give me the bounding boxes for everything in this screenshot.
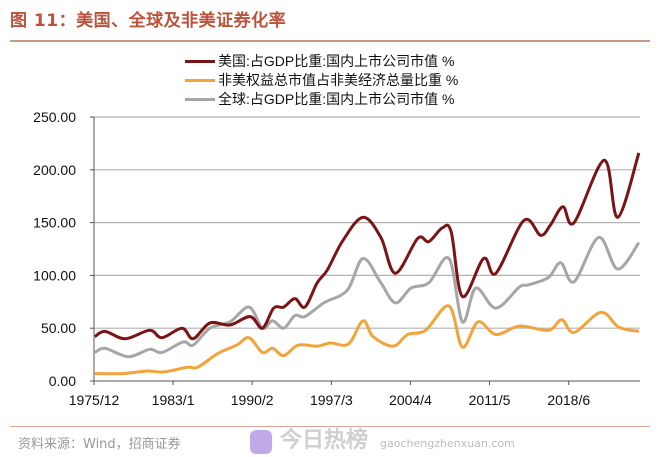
footer-divider [10, 426, 650, 427]
y-tick-label: 100.00 [33, 267, 76, 283]
x-tick-label: 1975/12 [69, 392, 120, 408]
watermark-title: 今日热榜 [280, 428, 369, 453]
legend-swatch-us [185, 60, 215, 63]
x-tick-label: 1983/1 [152, 392, 195, 408]
y-tick-label: 50.00 [41, 320, 76, 336]
legend-item-non-us: 非美权益总市值占非美经济总量比重 % [185, 71, 458, 90]
x-tick-label: 1990/2 [231, 392, 274, 408]
y-tick-label: 150.00 [33, 215, 76, 231]
y-tick-label: 250.00 [33, 109, 76, 125]
legend: 美国:占GDP比重:国内上市公司市值 % 非美权益总市值占非美经济总量比重 % … [185, 52, 458, 109]
x-tick-label: 2011/5 [469, 392, 511, 408]
y-tick-label: 0.00 [49, 373, 76, 389]
legend-swatch-non-us [185, 79, 215, 82]
source-note: 资料来源：Wind，招商证券 [18, 437, 181, 452]
legend-item-global: 全球:占GDP比重:国内上市公司市值 % [185, 90, 458, 109]
legend-item-us: 美国:占GDP比重:国内上市公司市值 % [185, 52, 458, 71]
legend-label-non-us: 非美权益总市值占非美经济总量比重 % [218, 72, 459, 88]
watermark-url: gaochengzhenxuan.com [380, 437, 515, 450]
legend-swatch-global [185, 98, 215, 101]
x-tick-label: 1997/3 [310, 392, 353, 408]
y-tick-label: 200.00 [33, 162, 76, 178]
legend-label-global: 全球:占GDP比重:国内上市公司市值 % [218, 91, 455, 107]
x-tick-label: 2004/4 [389, 392, 432, 408]
legend-label-us: 美国:占GDP比重:国内上市公司市值 % [218, 53, 455, 69]
us-series-line [94, 152, 641, 341]
x-tick-label: 2018/6 [547, 392, 590, 408]
non-us-series-line [94, 304, 640, 376]
global-series-line [94, 235, 641, 359]
figure-title: 图 11：美国、全球及非美证券化率 [10, 11, 287, 31]
watermark-logo [250, 430, 272, 454]
title-divider [10, 40, 650, 42]
